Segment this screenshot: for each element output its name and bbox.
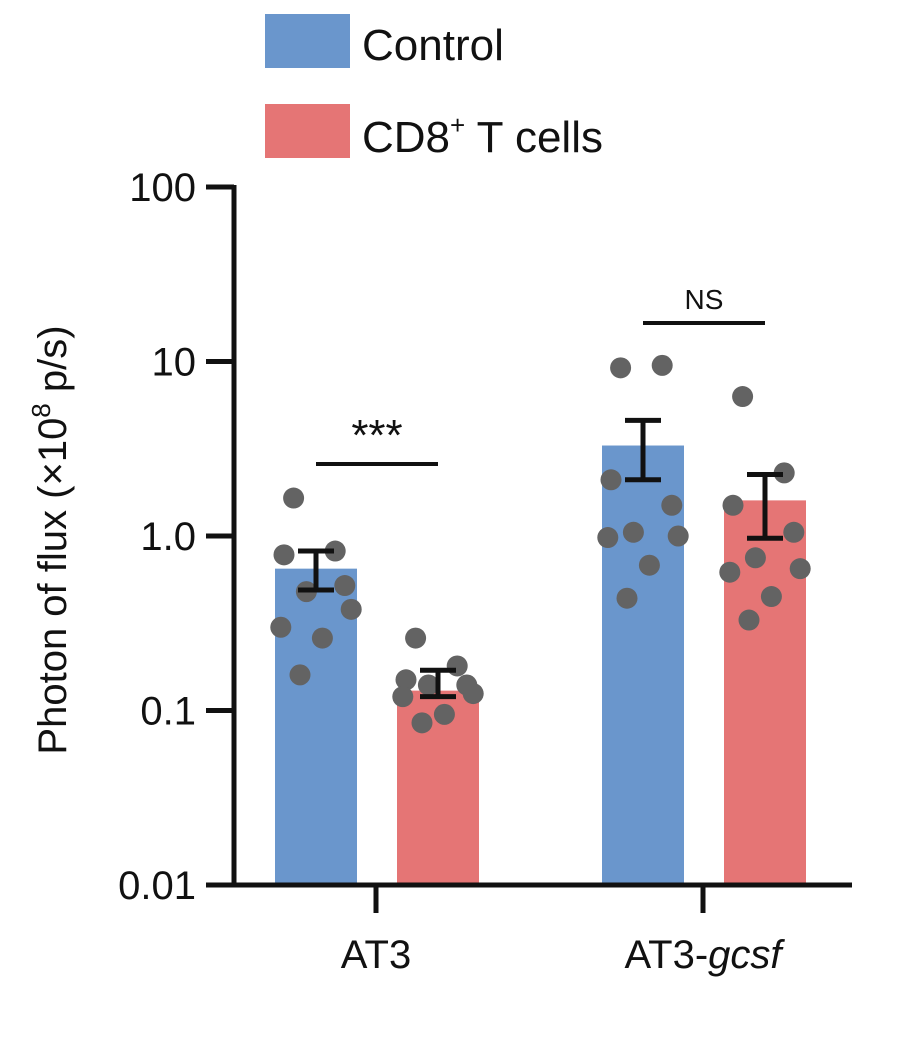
data-point <box>773 462 795 484</box>
data-point <box>616 587 638 609</box>
bar-control-1 <box>602 445 684 885</box>
data-point <box>597 527 619 549</box>
data-point <box>395 669 417 691</box>
y-tick-label: 10 <box>152 341 197 385</box>
category-label-at3-gcsf: AT3-gcsf <box>624 933 785 977</box>
data-point <box>610 357 632 379</box>
legend-label-cd8: CD8+ T cells <box>362 110 603 162</box>
data-point <box>411 712 433 734</box>
data-point <box>722 494 744 516</box>
data-point <box>760 586 782 608</box>
category-label-at3: AT3 <box>341 933 411 977</box>
y-tick-label: 100 <box>129 166 196 210</box>
data-point <box>667 525 689 547</box>
data-point <box>744 547 766 569</box>
data-point <box>324 540 346 562</box>
data-point <box>392 686 414 708</box>
data-point <box>405 627 427 649</box>
data-point <box>783 521 805 543</box>
plot-area: *** NS 0.01 0.1 1.0 10 100 <box>118 166 852 913</box>
data-point <box>417 674 439 696</box>
data-point <box>334 575 356 597</box>
significance-label: NS <box>685 284 724 315</box>
data-point <box>622 521 644 543</box>
y-tick-label: 0.1 <box>140 690 196 734</box>
data-point <box>719 561 741 583</box>
data-point <box>732 386 754 408</box>
data-point <box>283 487 305 509</box>
significance-label: *** <box>351 411 402 460</box>
legend-swatch-control <box>265 14 350 68</box>
legend: Control CD8+ T cells <box>265 14 603 162</box>
legend-label-control: Control <box>362 21 504 70</box>
data-point <box>289 664 311 686</box>
data-point <box>661 494 683 516</box>
y-axis-label: Photon of flux (×108 p/s) <box>26 325 75 754</box>
data-point <box>311 627 333 649</box>
data-point <box>638 554 660 576</box>
data-point <box>651 354 673 376</box>
bar-cd8-0 <box>397 690 479 885</box>
data-point <box>600 469 622 491</box>
y-tick-label: 0.01 <box>118 864 196 908</box>
data-point <box>789 558 811 580</box>
legend-swatch-cd8 <box>265 104 350 158</box>
data-point <box>462 683 484 705</box>
data-point <box>738 609 760 631</box>
y-tick-label: 1.0 <box>140 515 196 559</box>
data-point <box>273 544 295 566</box>
data-point <box>433 703 455 725</box>
data-point <box>446 655 468 677</box>
data-point <box>340 598 362 620</box>
data-point <box>270 616 292 638</box>
